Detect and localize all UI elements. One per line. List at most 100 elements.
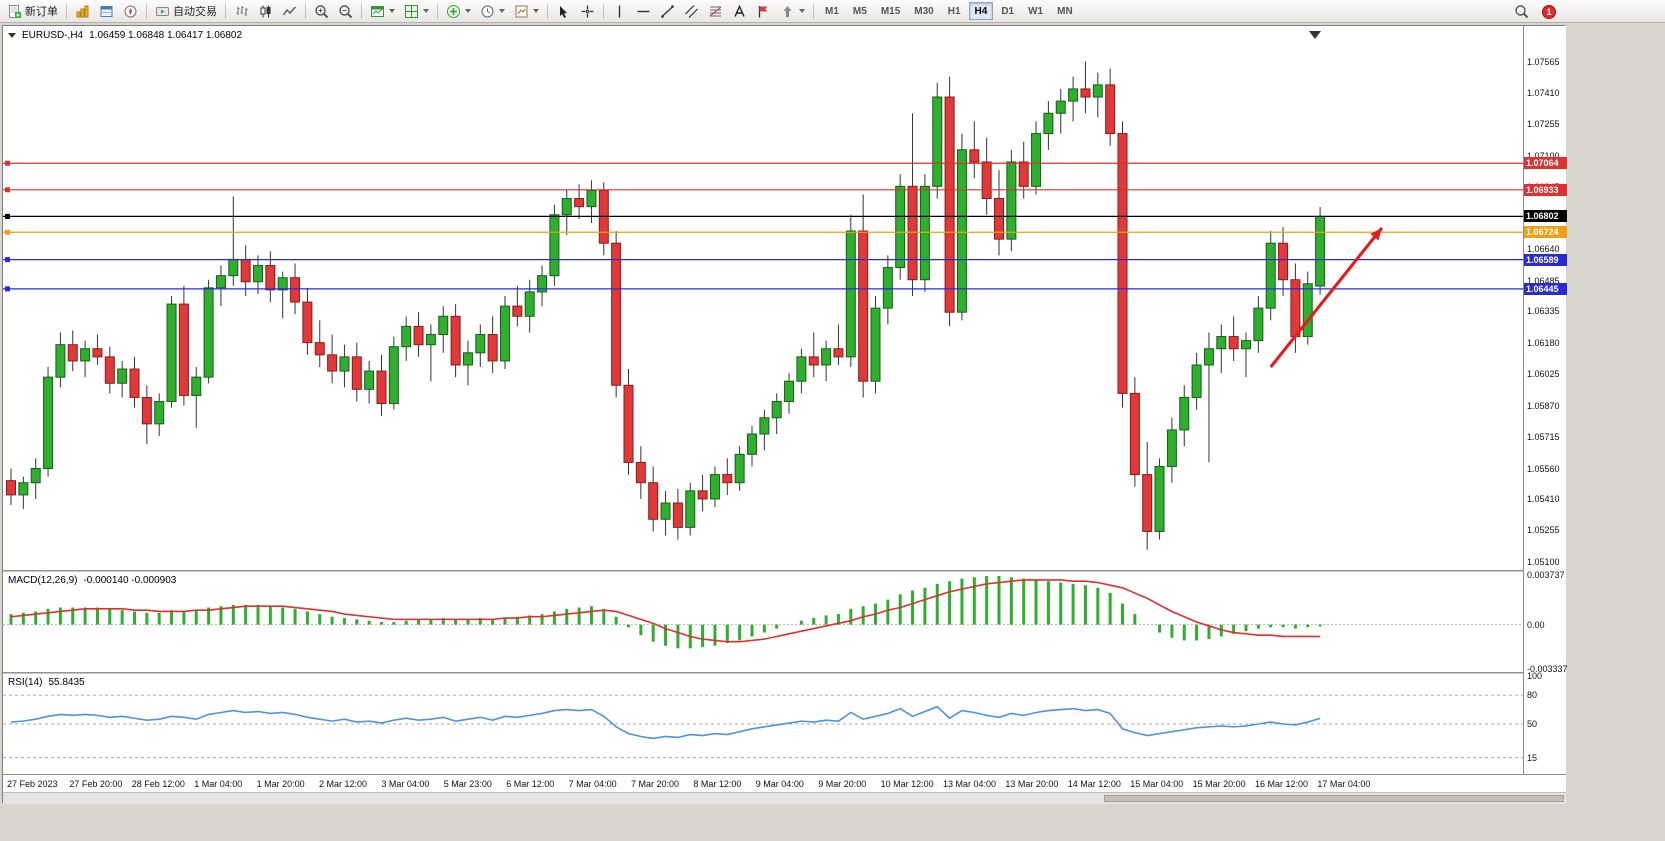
time-axis[interactable]: 27 Feb 2023 27 Feb 20:00 28 Feb 12:00 1 Mar… xyxy=(3,774,1566,792)
time-axis-label: 9 Mar 04:00 xyxy=(755,779,804,789)
time-axis-label: 13 Mar 20:00 xyxy=(1005,779,1059,789)
price-axis-label: 1.06485 xyxy=(1527,275,1560,286)
indicators-icon xyxy=(447,4,460,18)
clock-icon xyxy=(481,5,494,17)
line-chart-icon xyxy=(282,5,297,15)
navigator-button[interactable] xyxy=(119,1,142,21)
price-axis-label: 1.07100 xyxy=(1527,150,1560,161)
timeframe-button-m5[interactable]: M5 xyxy=(847,2,873,20)
time-axis-label: 28 Feb 12:00 xyxy=(131,779,185,789)
timeframe-button-h1[interactable]: H1 xyxy=(942,2,967,20)
zoom-in-button[interactable] xyxy=(310,1,333,21)
bar-chart-mode-button[interactable] xyxy=(230,1,253,21)
time-axis-label: 27 Feb 2023 xyxy=(7,779,58,789)
price-axis-label: 1.05560 xyxy=(1527,463,1560,474)
time-axis-label: 2 Mar 12:00 xyxy=(319,779,368,789)
horizontal-scrollbar[interactable] xyxy=(3,792,1566,804)
time-axis-label: 14 Mar 12:00 xyxy=(1067,779,1121,789)
new-chart-button[interactable] xyxy=(366,1,399,21)
price-line-label: 1.06445 xyxy=(1524,282,1567,295)
search-button[interactable] xyxy=(1510,2,1533,22)
timeframe-button-m30[interactable]: M30 xyxy=(908,2,939,20)
autotrading-label: 自动交易 xyxy=(173,6,217,18)
channel-button[interactable] xyxy=(680,1,703,21)
tile-windows-button[interactable] xyxy=(400,1,433,21)
time-axis-label: 8 Mar 12:00 xyxy=(693,779,742,789)
trendline-icon xyxy=(661,4,674,18)
chart-menu-icon[interactable] xyxy=(8,33,16,38)
price-line-label: 1.06724 xyxy=(1524,226,1567,239)
candlestick-mode-button[interactable] xyxy=(254,1,277,21)
toolbar-separator xyxy=(305,3,306,19)
data-window-icon xyxy=(100,5,113,17)
main-toolbar: 新订单 自动交易 xyxy=(0,0,1665,23)
new-chart-icon xyxy=(371,5,384,17)
trendline-button[interactable] xyxy=(656,1,679,21)
time-axis-label: 15 Mar 20:00 xyxy=(1192,779,1246,789)
time-axis-label: 7 Mar 20:00 xyxy=(631,779,680,789)
dropdown-caret-icon xyxy=(465,9,471,13)
tile-windows-icon xyxy=(405,4,418,18)
price-axis-label: 1.05870 xyxy=(1527,400,1560,411)
market-watch-button[interactable] xyxy=(71,1,94,21)
toolbar-separator xyxy=(66,3,67,19)
new-order-label: 新订单 xyxy=(25,6,58,18)
rsi-indicator-name: RSI(14) xyxy=(8,677,43,688)
autotrading-button[interactable]: 自动交易 xyxy=(151,1,221,21)
periods-button[interactable] xyxy=(476,1,509,21)
price-axis[interactable]: 1.075651.074101.072551.071001.069451.066… xyxy=(1523,26,1568,774)
main-chart-canvas[interactable] xyxy=(3,26,1523,570)
indicator-axis-label: 50 xyxy=(1527,719,1538,729)
chart-ohlc-values: 1.06459 1.06848 1.06417 1.06802 xyxy=(89,30,243,41)
price-axis-label: 1.05255 xyxy=(1527,525,1560,536)
timeframe-button-mn[interactable]: MN xyxy=(1051,2,1079,20)
scrollbar-thumb[interactable] xyxy=(1104,795,1564,802)
time-axis-label: 3 Mar 04:00 xyxy=(381,779,430,789)
time-axis-label: 1 Mar 20:00 xyxy=(256,779,305,789)
chart-symbol-period: EURUSD-,H4 xyxy=(22,30,84,41)
rsi-indicator-value: 55.8435 xyxy=(48,677,85,688)
cursor-button[interactable] xyxy=(552,1,575,21)
shapes-button[interactable] xyxy=(776,1,809,21)
indicators-button[interactable] xyxy=(442,1,475,21)
timeframe-button-d1[interactable]: D1 xyxy=(995,2,1020,20)
fibonacci-button[interactable] xyxy=(704,1,727,21)
zoom-out-icon xyxy=(339,4,353,18)
panel-divider[interactable] xyxy=(3,672,1566,674)
rsi-panel-title: RSI(14) 55.8435 xyxy=(8,677,85,688)
label-button[interactable] xyxy=(752,1,775,21)
line-chart-mode-button[interactable] xyxy=(278,1,301,21)
timeframe-button-m1[interactable]: M1 xyxy=(819,2,845,20)
time-axis-label: 13 Mar 04:00 xyxy=(943,779,997,789)
crosshair-button[interactable] xyxy=(576,1,599,21)
horizontal-line-button[interactable] xyxy=(632,1,655,21)
price-line-label: 1.06933 xyxy=(1524,183,1567,196)
timeframe-toolbar: M1 M5 M15 M30 H1 H4 D1 W1 MN xyxy=(818,2,1080,20)
timeframe-button-m15[interactable]: M15 xyxy=(875,2,906,20)
toolbar-separator xyxy=(813,3,814,19)
rsi-chart-canvas[interactable] xyxy=(3,674,1523,774)
indicator-axis-label: -0.003337 xyxy=(1527,663,1568,674)
time-axis-label: 15 Mar 04:00 xyxy=(1130,779,1184,789)
notification-badge[interactable]: 1 xyxy=(1542,4,1556,19)
time-axis-label: 6 Mar 12:00 xyxy=(506,779,555,789)
vertical-line-button[interactable] xyxy=(608,1,631,21)
text-button[interactable] xyxy=(728,1,751,21)
timeframe-button-h4[interactable]: H4 xyxy=(968,2,994,20)
new-order-icon xyxy=(9,4,21,18)
macd-indicator-name: MACD(12,26,9) xyxy=(8,575,78,586)
new-order-button[interactable]: 新订单 xyxy=(3,1,62,21)
zoom-out-button[interactable] xyxy=(334,1,357,21)
data-window-button[interactable] xyxy=(95,1,118,21)
time-axis-label: 9 Mar 20:00 xyxy=(818,779,867,789)
timeframe-button-w1[interactable]: W1 xyxy=(1022,2,1049,20)
macd-chart-canvas[interactable] xyxy=(3,572,1523,672)
templates-button[interactable] xyxy=(510,1,543,21)
panel-divider[interactable] xyxy=(3,570,1566,572)
time-axis-label: 5 Mar 23:00 xyxy=(443,779,492,789)
price-axis-label: 1.07565 xyxy=(1527,56,1560,67)
time-axis-label: 17 Mar 04:00 xyxy=(1317,779,1371,789)
workspace: EURUSD-,H4 1.06459 1.06848 1.06417 1.068… xyxy=(0,23,1665,841)
dropdown-caret-icon xyxy=(533,9,539,13)
time-axis-label: 7 Mar 04:00 xyxy=(568,779,617,789)
